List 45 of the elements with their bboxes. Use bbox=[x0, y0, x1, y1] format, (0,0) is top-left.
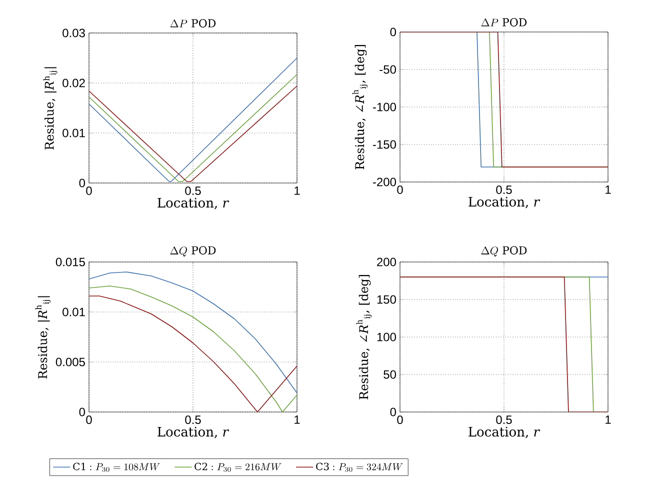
y-tick-label: 0.03 bbox=[62, 28, 85, 38]
y-axis-title: Residue, ∠R$^{h}$$_{ij}$, [deg] bbox=[352, 45, 368, 170]
y-tick-label: 0 bbox=[390, 408, 396, 416]
x-tick-label: 0.5 bbox=[496, 416, 512, 424]
y-tick-label: 0.02 bbox=[62, 78, 85, 88]
x-tick-label: 1 bbox=[606, 186, 611, 194]
x-tick-label: 1 bbox=[294, 416, 300, 424]
x-tick-label: 0.5 bbox=[496, 186, 512, 194]
chart-title: $\Delta P\ \mathrm{POD}$ bbox=[481, 18, 527, 26]
x-tick-label: 0.5 bbox=[185, 186, 201, 196]
y-tick-label: 200 bbox=[377, 258, 396, 266]
y-tick-label: -100 bbox=[372, 102, 396, 112]
chart-title: $\Delta Q\ \mathrm{POD}$ bbox=[481, 246, 527, 256]
y-axis-title: Residue, ∠R$^{h}$$_{ij}$, [deg] bbox=[356, 275, 372, 400]
y-tick-label: 0 bbox=[79, 408, 86, 416]
x-axis-title: Location, r bbox=[158, 426, 230, 438]
x-tick-label: 0 bbox=[397, 416, 403, 424]
legend-label: $\mathrm{C3:}\ P_{30} = 324MW$ bbox=[316, 462, 403, 472]
y-tick-label: -200 bbox=[372, 178, 396, 186]
legend-label: $\mathrm{C2:}\ P_{30} = 216MW$ bbox=[194, 462, 282, 472]
y-tick-label: 150 bbox=[377, 295, 396, 304]
legend-label: $\mathrm{C1:}\ P_{30} = 108MW$ bbox=[73, 462, 160, 472]
x-axis-title: Location, r bbox=[468, 196, 540, 208]
y-axis-title: Residue, |R$^{h}$$_{ij}$| bbox=[43, 67, 58, 150]
y-tick-label: -50 bbox=[380, 65, 396, 74]
x-axis-title: Location, r bbox=[158, 198, 230, 210]
y-tick-label: 0 bbox=[79, 178, 86, 188]
x-tick-label: 1 bbox=[294, 186, 300, 195]
y-tick-label: 50 bbox=[384, 370, 396, 379]
y-tick-label: 0.01 bbox=[62, 128, 85, 138]
y-tick-label: 100 bbox=[377, 332, 396, 342]
y-tick-label: 0.005 bbox=[56, 358, 85, 366]
chart-title: $\Delta Q\ \mathrm{POD}$ bbox=[170, 246, 216, 256]
chart-title: $\Delta P\ \mathrm{POD}$ bbox=[170, 19, 216, 28]
x-tick-label: 0 bbox=[86, 416, 92, 424]
y-tick-label: 0.01 bbox=[62, 308, 85, 316]
x-tick-label: 0 bbox=[86, 186, 92, 196]
y-tick-label: 0.015 bbox=[56, 258, 85, 266]
x-tick-label: 0.5 bbox=[185, 416, 201, 424]
x-tick-label: 0 bbox=[397, 186, 403, 194]
x-axis-title: Location, r bbox=[468, 426, 540, 438]
y-tick-label: -150 bbox=[372, 140, 396, 149]
x-tick-label: 1 bbox=[606, 416, 611, 424]
y-axis-title: Residue, |R$^{h}$$_{ij}$| bbox=[35, 296, 51, 379]
y-tick-label: 0 bbox=[390, 28, 396, 36]
